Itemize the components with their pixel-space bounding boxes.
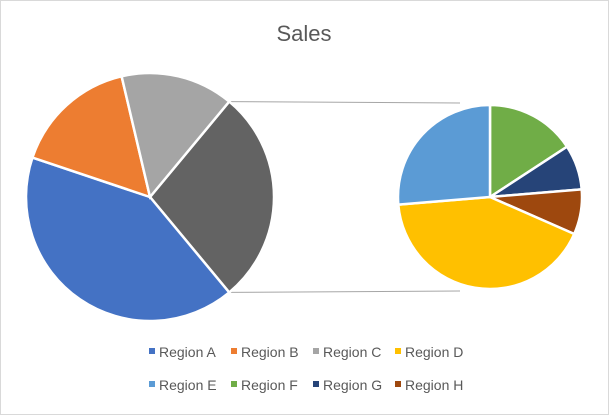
legend-item-region-a: Region A <box>149 344 216 360</box>
pie-slice-region-c <box>120 71 231 200</box>
legend-item-region-h: Region H <box>395 377 463 393</box>
legend-swatch <box>313 381 319 387</box>
connector-line-top <box>229 101 461 104</box>
pie-slice-region-b <box>30 74 152 199</box>
pie-slice-region-d <box>396 195 576 291</box>
pie-slice-region-a <box>24 156 231 323</box>
primary-pie <box>24 71 276 323</box>
legend-item-region-f: Region F <box>231 377 298 393</box>
legend-label: Region D <box>405 344 463 360</box>
pie-slice-region-f <box>488 103 569 200</box>
legend-label: Region F <box>241 377 298 393</box>
legend-label: Region G <box>323 377 382 393</box>
legend-swatch <box>149 381 155 387</box>
legend-swatch <box>231 381 237 387</box>
pie-slice-region-e <box>396 103 492 206</box>
legend-swatch <box>313 348 319 354</box>
legend-swatch <box>395 381 401 387</box>
legend-item-region-d: Region D <box>395 344 463 360</box>
legend-swatch <box>231 348 237 354</box>
legend-swatch <box>395 348 401 354</box>
legend-item-region-c: Region C <box>313 344 381 360</box>
legend: Region A Region B Region C Region D Region E… <box>149 344 463 393</box>
legend-item-region-e: Region E <box>149 377 217 393</box>
legend-swatch <box>149 348 155 354</box>
connector-line-bottom <box>229 290 461 293</box>
secondary-pie <box>396 103 584 291</box>
connector-lines <box>229 101 461 293</box>
legend-item-region-g: Region G <box>313 377 382 393</box>
legend-label: Region E <box>159 377 217 393</box>
legend-item-region-b: Region B <box>231 344 299 360</box>
legend-label: Region B <box>241 344 299 360</box>
legend-label: Region H <box>405 377 463 393</box>
legend-label: Region C <box>323 344 381 360</box>
chart-title: Sales <box>276 21 331 46</box>
pie-slice-other <box>148 99 276 295</box>
legend-label: Region A <box>159 344 216 360</box>
